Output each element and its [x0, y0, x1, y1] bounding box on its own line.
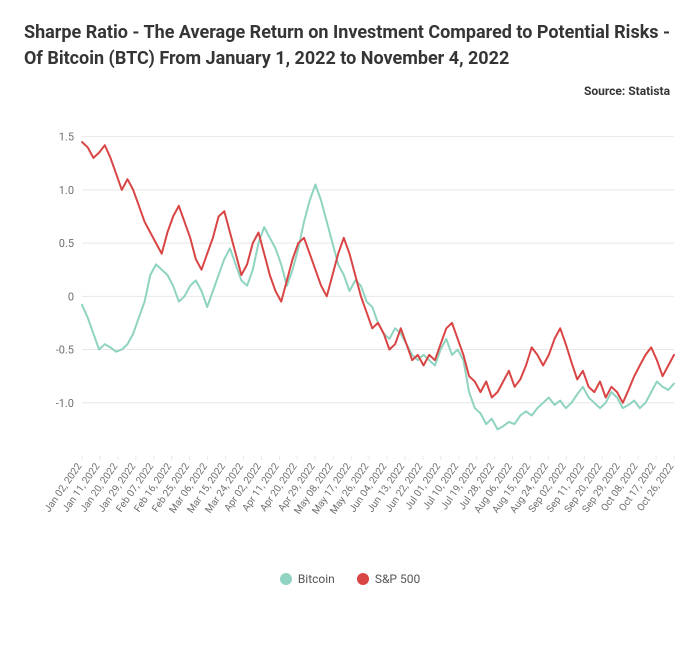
svg-text:1.5: 1.5	[59, 131, 74, 144]
chart-svg: -1.0-0.500.51.01.5Jan 02, 2022Jan 11, 20…	[24, 106, 684, 566]
chart-source: Source: Statista	[24, 84, 676, 98]
legend-swatch-bitcoin	[280, 573, 292, 585]
svg-text:0: 0	[68, 291, 74, 304]
legend-item-sp500: S&P 500	[357, 572, 420, 586]
legend-label-bitcoin: Bitcoin	[298, 572, 335, 586]
legend: Bitcoin S&P 500	[24, 572, 676, 586]
legend-item-bitcoin: Bitcoin	[280, 572, 335, 586]
svg-text:-0.5: -0.5	[56, 344, 74, 357]
chart-title: Sharpe Ratio - The Average Return on Inv…	[24, 20, 676, 72]
legend-swatch-sp500	[357, 573, 369, 585]
svg-text:1.0: 1.0	[59, 184, 74, 197]
svg-text:-1.0: -1.0	[56, 397, 74, 410]
legend-label-sp500: S&P 500	[375, 572, 420, 586]
svg-text:0.5: 0.5	[59, 237, 74, 250]
chart-area: -1.0-0.500.51.01.5Jan 02, 2022Jan 11, 20…	[24, 106, 676, 566]
